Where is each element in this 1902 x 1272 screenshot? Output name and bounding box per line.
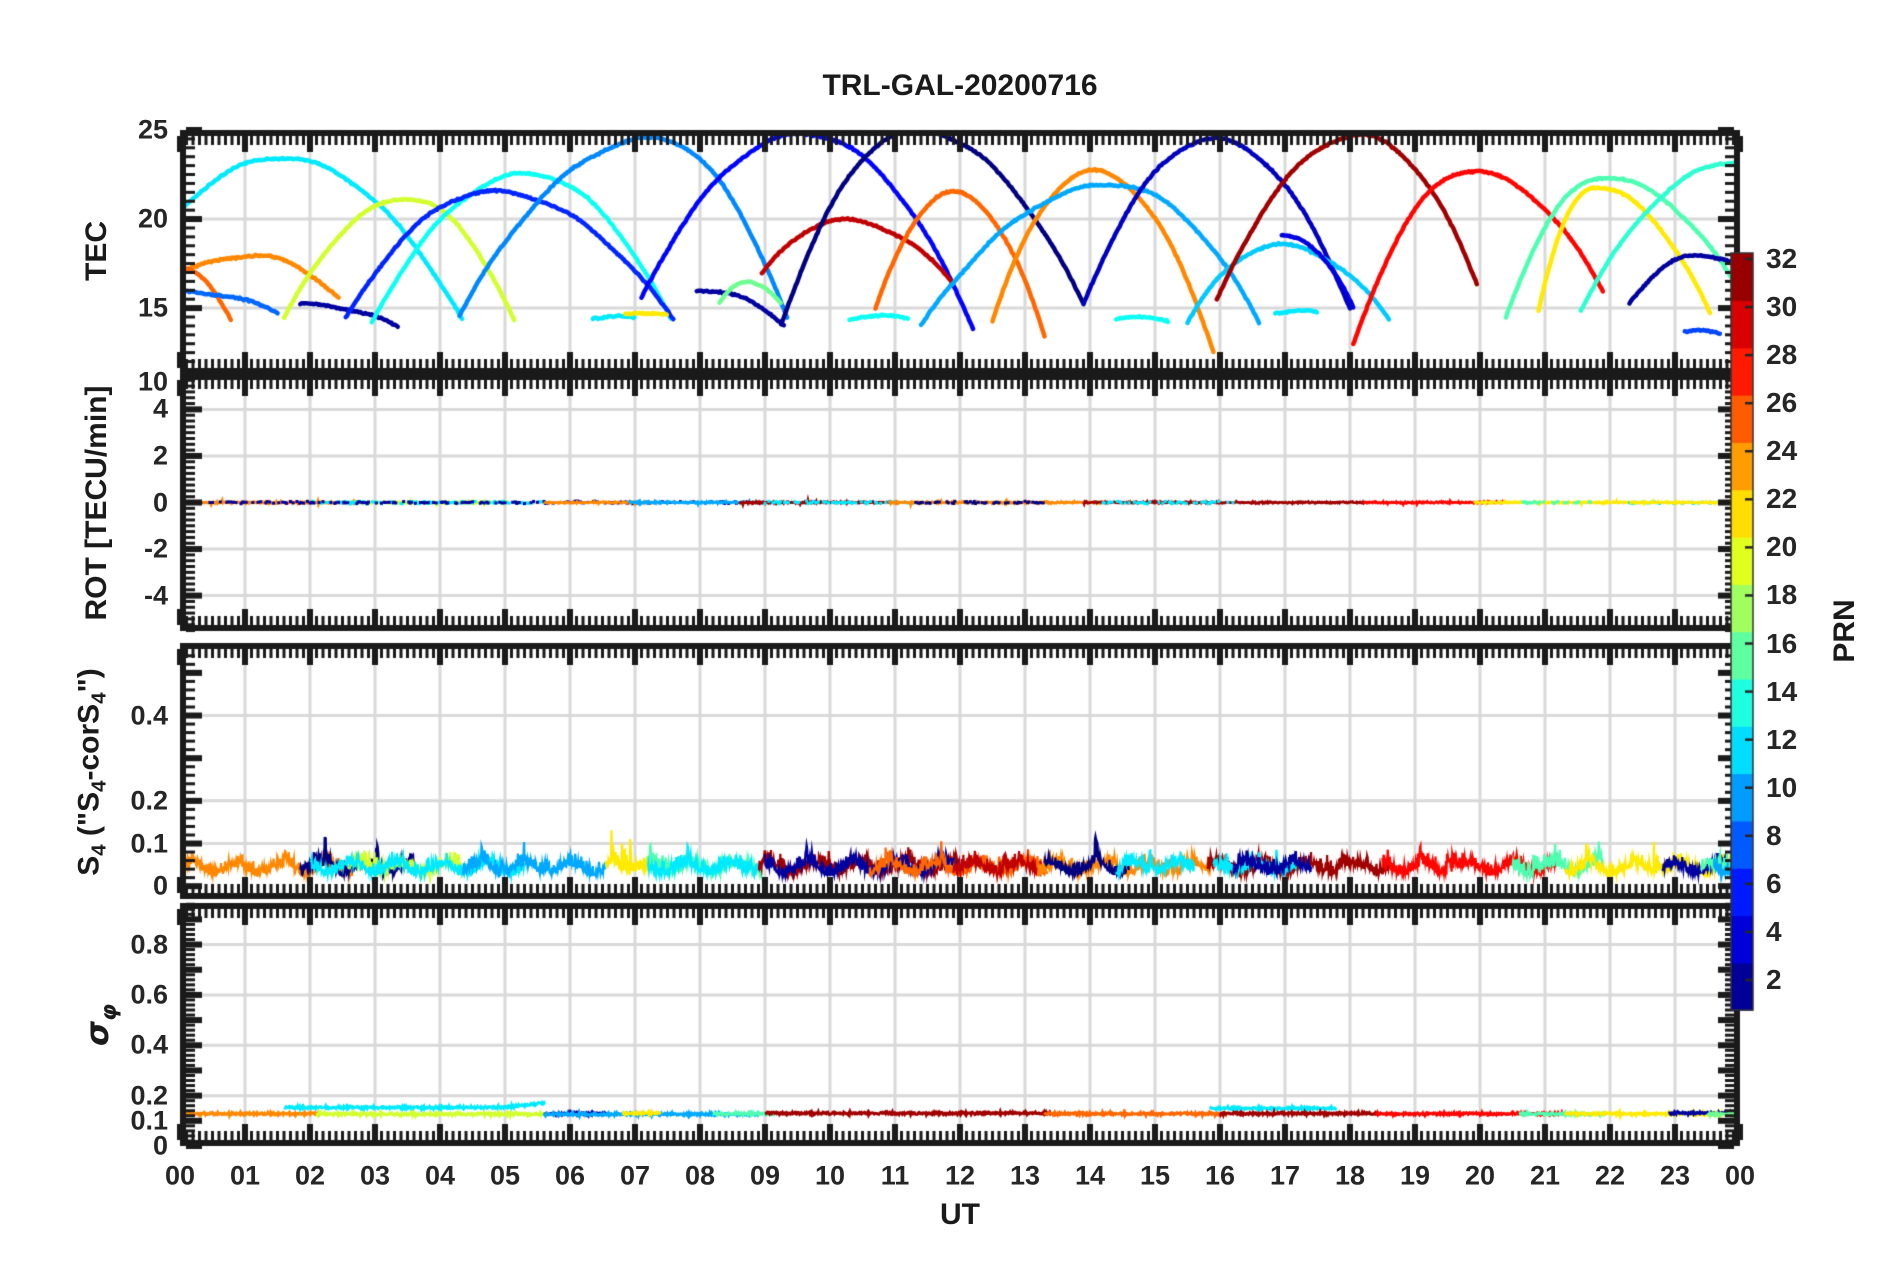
colorbar-tick-label: 4 xyxy=(1766,915,1782,947)
y-tick-label-rot: -2 xyxy=(143,533,168,564)
axis-label-part: -corS xyxy=(72,703,106,781)
axis-label-part: φ xyxy=(96,1004,122,1022)
axis-label-part: ("S xyxy=(72,791,106,845)
y-tick-label-sigma_phi: 0 xyxy=(152,1130,168,1161)
x-tick-label: 04 xyxy=(424,1160,456,1191)
y-tick-label-rot: 0 xyxy=(152,487,168,517)
y-tick-label-rot: 4 xyxy=(152,393,168,424)
x-tick-label: 10 xyxy=(814,1160,846,1191)
x-tick-label: 07 xyxy=(619,1160,651,1191)
y-tick-label-sigma_phi: 0.8 xyxy=(130,929,168,960)
y-tick-label-s4: 0.1 xyxy=(130,828,168,859)
axis-label-part: 4 xyxy=(88,844,111,856)
colorbar-tick-label: 22 xyxy=(1766,483,1798,515)
y-tick-label-s4: 0.4 xyxy=(130,700,168,731)
colorbar-tick-label: 32 xyxy=(1766,243,1798,274)
x-tick-label: 08 xyxy=(684,1160,716,1191)
colorbar-tick-label: 16 xyxy=(1766,627,1798,659)
colorbar-tick-label: 10 xyxy=(1766,771,1798,803)
x-tick-label: 23 xyxy=(1659,1160,1691,1191)
x-tick-label: 01 xyxy=(229,1160,261,1191)
x-tick-label: 18 xyxy=(1334,1160,1366,1191)
chart-title: TRL-GAL-20200716 xyxy=(822,69,1098,102)
colorbar-tick-label: 14 xyxy=(1766,675,1798,707)
colorbar-tick-label: 26 xyxy=(1766,387,1798,419)
y-tick-label-tec: 25 xyxy=(137,114,168,145)
tec-axis-label: TEC xyxy=(80,221,113,281)
y-tick-label-tec: 15 xyxy=(137,292,168,323)
axis-label-part: 4 xyxy=(88,692,111,704)
x-tick-label: 20 xyxy=(1464,1160,1496,1191)
x-tick-label: 17 xyxy=(1269,1160,1301,1191)
colorbar-tick-label: 2 xyxy=(1766,963,1782,995)
x-tick-label: 06 xyxy=(554,1160,586,1191)
y-tick-label-sigma_phi: 0.6 xyxy=(130,979,168,1010)
y-tick-label-rot: 2 xyxy=(152,440,168,471)
s4-axis-label: S4 ("S4-corS4") xyxy=(72,668,111,876)
y-tick-label-rot: -4 xyxy=(143,580,168,611)
x-tick-label: 15 xyxy=(1139,1160,1171,1191)
x-tick-label: 21 xyxy=(1529,1160,1561,1191)
x-tick-label: 00 xyxy=(1724,1160,1756,1191)
x-tick-label: 09 xyxy=(749,1160,781,1191)
y-tick-label-tec: 20 xyxy=(137,203,168,234)
colorbar-tick-label: 8 xyxy=(1766,819,1782,851)
x-tick-label: 02 xyxy=(294,1160,326,1191)
x-tick-label: 11 xyxy=(880,1160,910,1191)
colorbar-tick-label: 12 xyxy=(1766,723,1798,755)
x-tick-label: 19 xyxy=(1399,1160,1431,1191)
x-tick-label: 14 xyxy=(1074,1160,1106,1191)
colorbar-tick-label: 24 xyxy=(1766,435,1798,467)
x-tick-label: 00 xyxy=(164,1160,196,1191)
axis-label-part: σ xyxy=(78,1021,117,1046)
y-tick-label-sigma_phi: 0.1 xyxy=(130,1105,168,1136)
colorbar-tick-label: 28 xyxy=(1766,339,1798,371)
colorbar-tick-label: 18 xyxy=(1766,579,1798,611)
colorbar-tick-label: 6 xyxy=(1766,867,1782,899)
axis-label-part: S xyxy=(72,855,106,876)
y-tick-label-sigma_phi: 0.2 xyxy=(130,1080,168,1111)
x-tick-label: 12 xyxy=(944,1160,976,1191)
x-axis-label: UT xyxy=(940,1198,980,1231)
x-tick-label: 16 xyxy=(1204,1160,1236,1191)
colorbar-tick-label: 30 xyxy=(1766,291,1798,323)
axis-label-part: 4 xyxy=(88,780,111,792)
rot-axis-label: ROT [TECU/min] xyxy=(80,385,113,621)
sigma-phi-axis-label: σφ xyxy=(78,1004,122,1046)
y-tick-label-sigma_phi: 0.4 xyxy=(130,1029,168,1060)
x-tick-label: 05 xyxy=(489,1160,521,1191)
y-tick-label-s4: 0.2 xyxy=(130,785,168,816)
x-tick-label: 03 xyxy=(359,1160,391,1191)
y-limit-label-rot: 10 xyxy=(137,366,168,397)
y-tick-label-s4: 0 xyxy=(152,870,168,901)
colorbar-tick-label: 20 xyxy=(1766,531,1798,563)
colorbar-label: PRN xyxy=(1828,599,1861,663)
x-tick-label: 22 xyxy=(1594,1160,1626,1191)
x-tick-label: 13 xyxy=(1009,1160,1041,1191)
axis-label-part: ") xyxy=(72,668,106,693)
